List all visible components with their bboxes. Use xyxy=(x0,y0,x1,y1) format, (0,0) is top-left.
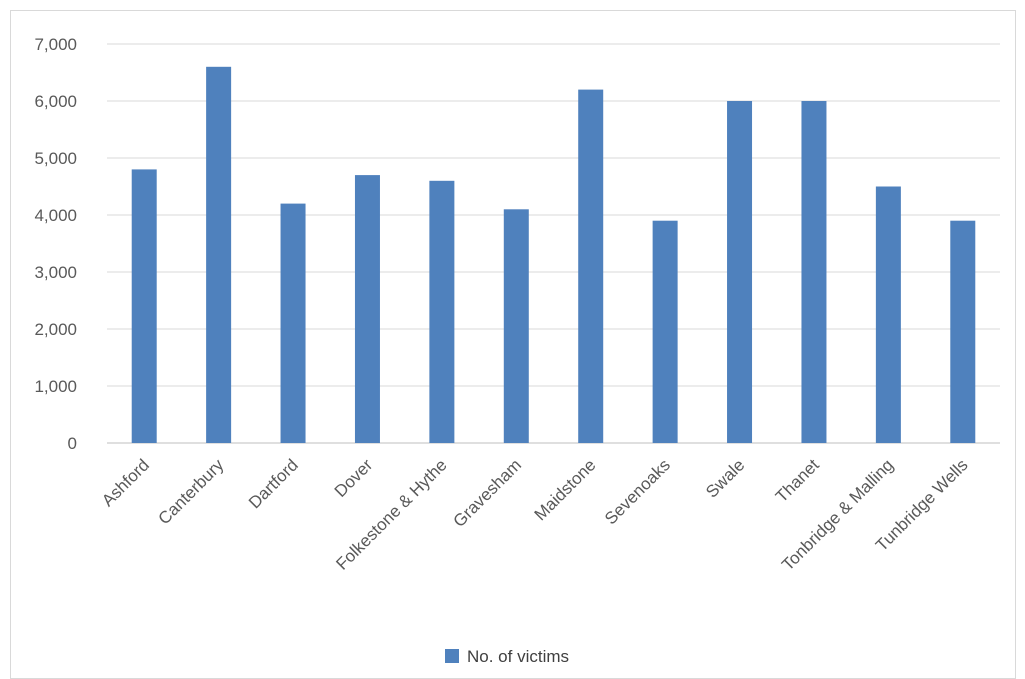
x-category-label: Dover xyxy=(331,455,377,501)
x-category-label: Swale xyxy=(702,455,748,501)
legend-label: No. of victims xyxy=(467,647,569,666)
bar-sevenoaks xyxy=(652,220,678,443)
x-category-label: Maidstone xyxy=(531,455,600,524)
bar-tunbridge-wells xyxy=(950,220,976,443)
y-tick-label: 6,000 xyxy=(34,92,77,111)
bars xyxy=(131,66,976,444)
x-axis-category-labels: Ashford Canterbury Dartford DoverFolkestone… xyxy=(98,455,971,574)
y-tick-label: 7,000 xyxy=(34,35,77,54)
bar-gravesham xyxy=(503,209,529,443)
y-tick-label: 1,000 xyxy=(34,377,77,396)
bar-tonbridge-malling xyxy=(875,186,901,443)
bar-folkestone-hythe xyxy=(429,180,455,444)
bar-dartford xyxy=(280,203,306,443)
x-category-label: Canterbury xyxy=(155,455,228,528)
legend: No. of victims xyxy=(445,647,569,666)
x-category-label: Thanet xyxy=(772,455,823,506)
bar-thanet xyxy=(801,101,827,443)
gridlines xyxy=(107,43,1000,444)
x-category-label: Sevenoaks xyxy=(601,455,674,528)
bar-maidstone xyxy=(578,89,604,443)
y-tick-label: 0 xyxy=(68,434,77,453)
x-category-label: Dartford xyxy=(245,455,302,512)
bar-dover xyxy=(354,175,380,443)
y-tick-label: 4,000 xyxy=(34,206,77,225)
bar-ashford xyxy=(131,169,157,443)
x-category-label: Ashford xyxy=(98,455,153,510)
bar-canterbury xyxy=(206,66,232,444)
y-tick-label: 5,000 xyxy=(34,149,77,168)
x-category-label: Gravesham xyxy=(450,455,526,531)
y-axis-tick-labels: 0 1,000 2,000 3,000 4,000 5,000 6,000 7,000 xyxy=(34,35,77,453)
legend-swatch xyxy=(445,649,459,663)
y-tick-label: 2,000 xyxy=(34,320,77,339)
y-tick-label: 3,000 xyxy=(34,263,77,282)
bar-swale xyxy=(727,101,753,443)
